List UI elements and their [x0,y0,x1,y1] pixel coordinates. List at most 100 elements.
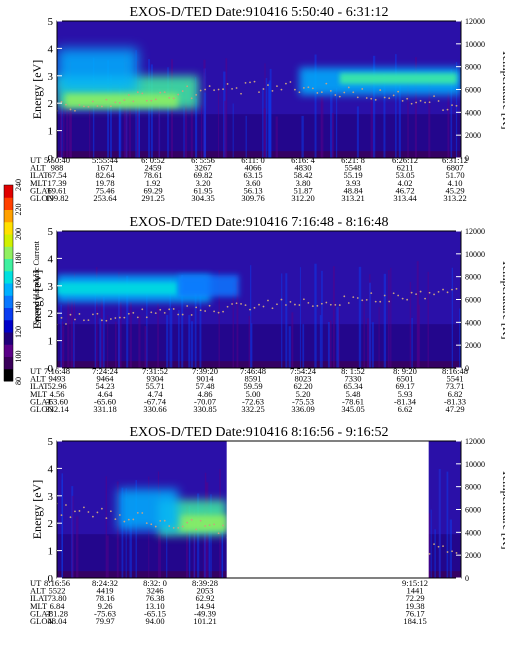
temperature-point [253,80,256,83]
energy-tick-label: 5 [48,16,54,28]
spectral-streak [61,321,64,368]
temperature-axis-label: Temperature [K] [500,469,505,549]
colorbar-swatch [4,332,13,345]
spectral-streak [195,98,198,158]
temperature-point [307,301,310,304]
spectral-streak [190,82,193,158]
energy-tick-label: 0 [48,153,54,165]
temperature-point [132,100,135,103]
temperature-point [208,304,211,307]
spectral-streak [302,324,305,368]
energy-tick-label: 4 [48,43,54,55]
orbit-value: -75.53 [292,396,314,406]
energy-tick-label: 1 [48,336,54,348]
spectral-streak [89,102,91,158]
orbit-value: 48.84 [343,185,363,195]
temperature-point [419,99,422,102]
temperature-point [361,88,364,90]
orbit-value: 73.80 [47,593,66,603]
orbit-value: 304.35 [191,193,214,203]
spectral-streak [369,282,371,368]
temperature-point [172,526,175,529]
temperature-point [213,310,216,313]
orbit-value: 47.29 [445,404,464,414]
temperature-point [141,512,144,514]
temperature-point [100,105,103,108]
temperature-point [383,96,386,99]
orbit-row-label: UT [30,366,42,376]
panel-title: EXOS-D/TED Date:910416 5:50:40 - 6:31:12 [130,5,389,20]
temperature-point [199,89,202,92]
temperature-point [365,298,368,301]
orbit-value: 13.10 [145,601,164,611]
orbit-row-label: ALT [30,374,47,384]
temperature-point [136,316,139,319]
temperature-point [433,293,435,296]
spectral-streak [455,62,458,158]
spectral-streak [138,81,140,158]
spectral-streak [245,115,247,158]
orbit-value: 988 [51,163,64,173]
temperature-point [199,309,202,312]
orbit-value: 309.76 [241,193,264,203]
temperature-point [105,517,108,519]
spectral-streak [203,92,207,158]
temperature-tick-label: 6000 [465,506,481,515]
temperature-point [298,304,301,306]
temperature-point [244,304,247,307]
spectral-streak [210,494,212,578]
temperature-point [451,288,453,291]
temperature-point [208,524,211,527]
spectral-streak [218,270,220,368]
orbit-value: 46.72 [395,185,414,195]
spectral-streak [167,67,169,158]
orbit-value: 7:39:20 [192,366,218,376]
temperature-point [96,511,99,514]
temperature-point [154,525,157,528]
temperature-point [127,518,130,521]
temperature-point [154,98,157,101]
temperature-point [78,313,81,315]
spectral-streak [150,64,153,158]
temperature-point [190,518,193,521]
spectral-streak [447,89,450,158]
spectral-streak [232,103,234,158]
spectral-streak [181,274,184,368]
temperature-point [406,298,409,301]
temperature-point [442,109,444,112]
temperature-point [177,93,180,96]
colorbar-label: Second Harmonic Current [32,240,41,325]
spectral-streak [107,314,109,368]
spectral-streak [169,279,172,368]
spectral-streak [418,304,421,368]
temperature-point [258,91,260,94]
spectral-streak [438,469,441,578]
orbit-value: 332.25 [241,404,264,414]
temperature-point [190,97,193,100]
temperature-point [127,312,130,315]
temperature-point [244,81,247,84]
orbit-value: 8591 [245,374,262,384]
spectral-streak [208,531,211,578]
spectral-streak [459,308,461,368]
temperature-point [437,100,440,102]
colorbar-swatch [4,246,13,259]
orbit-value: 3.60 [246,178,261,188]
spectral-streak [146,293,148,368]
spectral-streak [193,509,195,578]
orbit-value: 8: 1:52 [341,366,365,376]
spectral-streak [451,267,454,368]
temperature-point [262,88,265,90]
orbit-value: 57.48 [195,381,214,391]
temperature-point [150,311,153,314]
spectral-streak [285,273,288,368]
temperature-point [163,91,166,94]
colorbar-swatch [4,258,13,272]
temperature-point [311,305,314,308]
colorbar-tick-label: 200 [14,228,23,240]
temperature-point [424,101,426,104]
spectral-streak [95,267,98,368]
spectral-streak [71,495,74,578]
orbit-value: 19.38 [405,601,424,611]
